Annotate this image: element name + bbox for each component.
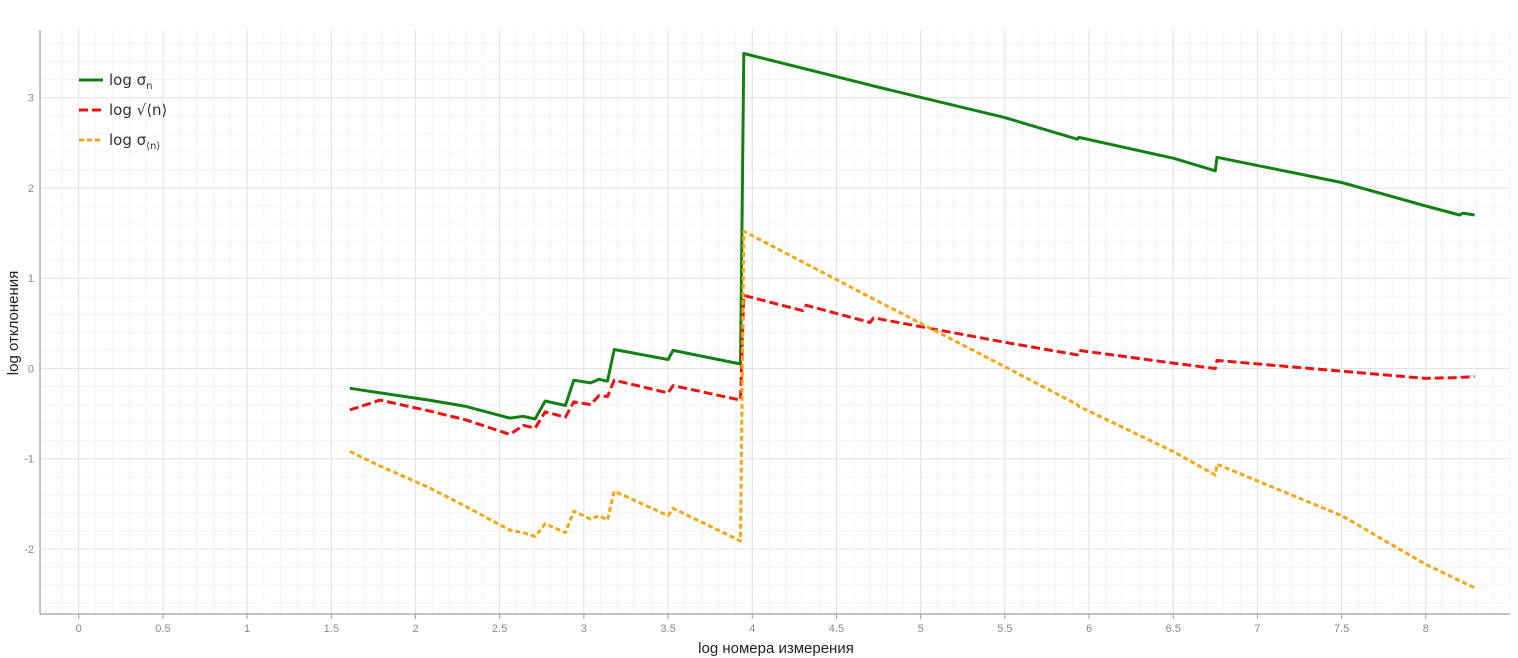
x-tick-label: 3.5: [660, 623, 675, 635]
x-tick-label: 2.5: [492, 623, 507, 635]
y-tick-label: -1: [24, 454, 34, 466]
legend-label-3: log σ⟨n⟩: [109, 131, 160, 152]
x-axis-title: log номера измерения: [698, 640, 854, 657]
y-axis-title: log отклонения: [5, 271, 22, 375]
x-tick-label: 6.5: [1166, 623, 1181, 635]
x-tick-label: 4.5: [829, 623, 844, 635]
legend-label-1: log σn: [109, 71, 153, 92]
x-tick-label: 5: [918, 623, 924, 635]
major-grid: [40, 30, 1510, 614]
x-tick-label: 5.5: [997, 623, 1012, 635]
series-line-3: [349, 229, 1476, 590]
x-tick-label: 0: [76, 623, 82, 635]
x-tick-label: 7.5: [1334, 623, 1349, 635]
y-tick-label: 3: [28, 93, 34, 105]
series-line-1: [349, 52, 1475, 421]
axes: [39, 30, 1510, 615]
x-tick-label: 1.5: [324, 623, 339, 635]
legend-label-2: log √⟨n⟩: [109, 101, 167, 119]
y-axis-ticks: -2 -1 0 1 2 3: [24, 93, 34, 556]
y-tick-label: 2: [28, 183, 34, 195]
x-tick-label: 7: [1254, 623, 1260, 635]
x-tick-label: 6: [1086, 623, 1092, 635]
series-layer: [349, 52, 1476, 590]
legend: log σn log √⟨n⟩ log σ⟨n⟩: [79, 71, 167, 152]
series-line-2: [349, 293, 1475, 436]
x-tick-label: 1: [244, 623, 250, 635]
y-tick-label: 0: [28, 363, 34, 375]
x-tick-label: 3: [581, 623, 587, 635]
x-axis-ticks: 0 0.5 1 1.5 2 2.5 3 3.5 4 4.5 5 5.5 6 6.5 7 7.5 8: [76, 614, 1429, 635]
y-tick-label: -2: [24, 544, 34, 556]
x-tick-label: 2: [412, 623, 418, 635]
x-tick-label: 0.5: [155, 623, 170, 635]
x-tick-label: 4: [749, 623, 755, 635]
x-tick-label: 8: [1423, 623, 1429, 635]
y-tick-label: 1: [28, 273, 34, 285]
minor-grid: [40, 30, 1511, 614]
